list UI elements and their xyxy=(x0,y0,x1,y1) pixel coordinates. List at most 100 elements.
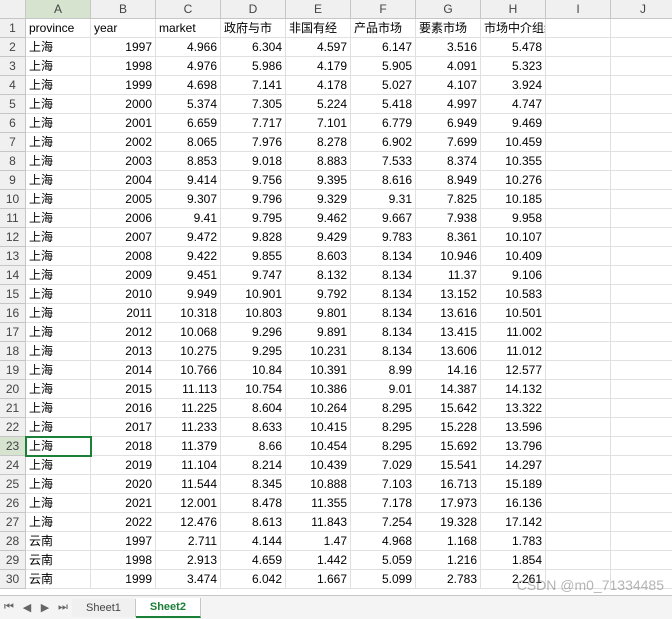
row-header[interactable]: 15 xyxy=(0,285,26,304)
tab-nav-prev[interactable]: ◀ xyxy=(18,597,36,619)
data-cell[interactable]: 1997 xyxy=(91,532,156,551)
data-cell[interactable]: 10.415 xyxy=(286,418,351,437)
data-cell[interactable] xyxy=(546,456,611,475)
data-cell[interactable] xyxy=(611,494,672,513)
data-cell[interactable]: 14.16 xyxy=(416,361,481,380)
data-cell[interactable]: 上海 xyxy=(26,361,91,380)
col-header-F[interactable]: F xyxy=(351,0,416,19)
tab-nav-last[interactable]: ⏭ xyxy=(54,597,72,619)
data-cell[interactable] xyxy=(611,285,672,304)
row-header[interactable]: 26 xyxy=(0,494,26,513)
data-cell[interactable]: 8.853 xyxy=(156,152,221,171)
data-cell[interactable]: 2016 xyxy=(91,399,156,418)
data-cell[interactable]: 7.938 xyxy=(416,209,481,228)
data-cell[interactable] xyxy=(546,152,611,171)
data-cell[interactable]: 9.792 xyxy=(286,285,351,304)
row-header[interactable]: 27 xyxy=(0,513,26,532)
data-cell[interactable]: 2010 xyxy=(91,285,156,304)
header-cell[interactable]: market xyxy=(156,19,221,38)
row-header[interactable]: 5 xyxy=(0,95,26,114)
col-header-D[interactable]: D xyxy=(221,0,286,19)
data-cell[interactable]: 10.386 xyxy=(286,380,351,399)
data-cell[interactable]: 10.454 xyxy=(286,437,351,456)
data-cell[interactable]: 11.233 xyxy=(156,418,221,437)
row-header[interactable]: 25 xyxy=(0,475,26,494)
data-cell[interactable]: 8.949 xyxy=(416,171,481,190)
data-cell[interactable]: 上海 xyxy=(26,171,91,190)
data-cell[interactable]: 10.946 xyxy=(416,247,481,266)
data-cell[interactable]: 10.264 xyxy=(286,399,351,418)
data-cell[interactable]: 5.418 xyxy=(351,95,416,114)
data-cell[interactable] xyxy=(546,190,611,209)
data-cell[interactable]: 8.134 xyxy=(351,342,416,361)
row-header[interactable]: 13 xyxy=(0,247,26,266)
data-cell[interactable]: 8.134 xyxy=(351,285,416,304)
data-cell[interactable]: 8.361 xyxy=(416,228,481,247)
data-cell[interactable]: 7.254 xyxy=(351,513,416,532)
data-cell[interactable]: 7.178 xyxy=(351,494,416,513)
row-header[interactable]: 3 xyxy=(0,57,26,76)
data-cell[interactable] xyxy=(611,190,672,209)
data-cell[interactable]: 10.439 xyxy=(286,456,351,475)
data-cell[interactable]: 11.544 xyxy=(156,475,221,494)
data-cell[interactable]: 1997 xyxy=(91,38,156,57)
data-cell[interactable]: 7.305 xyxy=(221,95,286,114)
data-cell[interactable]: 8.633 xyxy=(221,418,286,437)
data-cell[interactable]: 9.429 xyxy=(286,228,351,247)
data-cell[interactable]: 11.379 xyxy=(156,437,221,456)
data-cell[interactable]: 2014 xyxy=(91,361,156,380)
data-cell[interactable]: 上海 xyxy=(26,152,91,171)
row-header[interactable]: 6 xyxy=(0,114,26,133)
row-header[interactable]: 10 xyxy=(0,190,26,209)
data-cell[interactable]: 8.134 xyxy=(351,247,416,266)
data-cell[interactable]: 10.275 xyxy=(156,342,221,361)
data-cell[interactable] xyxy=(546,361,611,380)
data-cell[interactable]: 10.391 xyxy=(286,361,351,380)
data-cell[interactable]: 8.295 xyxy=(351,437,416,456)
row-header[interactable]: 11 xyxy=(0,209,26,228)
data-cell[interactable]: 4.178 xyxy=(286,76,351,95)
data-cell[interactable]: 5.374 xyxy=(156,95,221,114)
data-cell[interactable]: 1999 xyxy=(91,570,156,589)
data-cell[interactable]: 2003 xyxy=(91,152,156,171)
data-cell[interactable]: 9.41 xyxy=(156,209,221,228)
data-cell[interactable]: 9.329 xyxy=(286,190,351,209)
data-cell[interactable] xyxy=(611,475,672,494)
data-cell[interactable]: 上海 xyxy=(26,38,91,57)
col-header-H[interactable]: H xyxy=(481,0,546,19)
row-header[interactable]: 23 xyxy=(0,437,26,456)
data-cell[interactable]: 9.958 xyxy=(481,209,546,228)
data-cell[interactable] xyxy=(546,380,611,399)
data-cell[interactable] xyxy=(546,418,611,437)
data-cell[interactable]: 2000 xyxy=(91,95,156,114)
data-cell[interactable]: 7.141 xyxy=(221,76,286,95)
data-cell[interactable]: 11.012 xyxy=(481,342,546,361)
data-cell[interactable]: 9.801 xyxy=(286,304,351,323)
row-header[interactable]: 12 xyxy=(0,228,26,247)
data-cell[interactable]: 8.616 xyxy=(351,171,416,190)
data-cell[interactable]: 8.134 xyxy=(351,323,416,342)
data-cell[interactable]: 上海 xyxy=(26,494,91,513)
data-cell[interactable]: 9.469 xyxy=(481,114,546,133)
data-cell[interactable]: 4.966 xyxy=(156,38,221,57)
data-cell[interactable]: 1.47 xyxy=(286,532,351,551)
data-cell[interactable]: 2011 xyxy=(91,304,156,323)
data-cell[interactable]: 8.374 xyxy=(416,152,481,171)
data-cell[interactable]: 10.901 xyxy=(221,285,286,304)
data-cell[interactable]: 13.415 xyxy=(416,323,481,342)
header-cell[interactable]: 要素市场 xyxy=(416,19,481,38)
data-cell[interactable]: 4.698 xyxy=(156,76,221,95)
data-cell[interactable]: 13.606 xyxy=(416,342,481,361)
data-cell[interactable]: 上海 xyxy=(26,456,91,475)
data-cell[interactable] xyxy=(611,228,672,247)
data-cell[interactable]: 4.976 xyxy=(156,57,221,76)
sheet-tab[interactable]: Sheet1 xyxy=(72,599,136,617)
data-cell[interactable]: 1999 xyxy=(91,76,156,95)
data-cell[interactable]: 11.37 xyxy=(416,266,481,285)
data-cell[interactable]: 6.304 xyxy=(221,38,286,57)
data-cell[interactable] xyxy=(546,532,611,551)
row-header[interactable]: 18 xyxy=(0,342,26,361)
header-cell[interactable]: 非国有经 xyxy=(286,19,351,38)
data-cell[interactable] xyxy=(546,570,611,589)
data-cell[interactable] xyxy=(546,437,611,456)
